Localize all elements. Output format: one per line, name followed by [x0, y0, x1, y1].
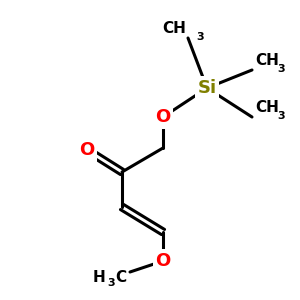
Text: C: C	[115, 271, 126, 286]
Text: Si: Si	[197, 79, 217, 97]
Text: O: O	[155, 108, 171, 126]
Text: 3: 3	[196, 32, 204, 42]
Text: H: H	[92, 271, 105, 286]
Text: 3: 3	[107, 278, 115, 288]
Text: O: O	[80, 141, 94, 159]
Text: CH: CH	[255, 53, 279, 68]
Text: CH: CH	[255, 100, 279, 115]
Text: 3: 3	[277, 111, 285, 121]
Text: O: O	[155, 252, 171, 270]
Text: CH: CH	[162, 21, 186, 36]
Text: 3: 3	[277, 64, 285, 74]
